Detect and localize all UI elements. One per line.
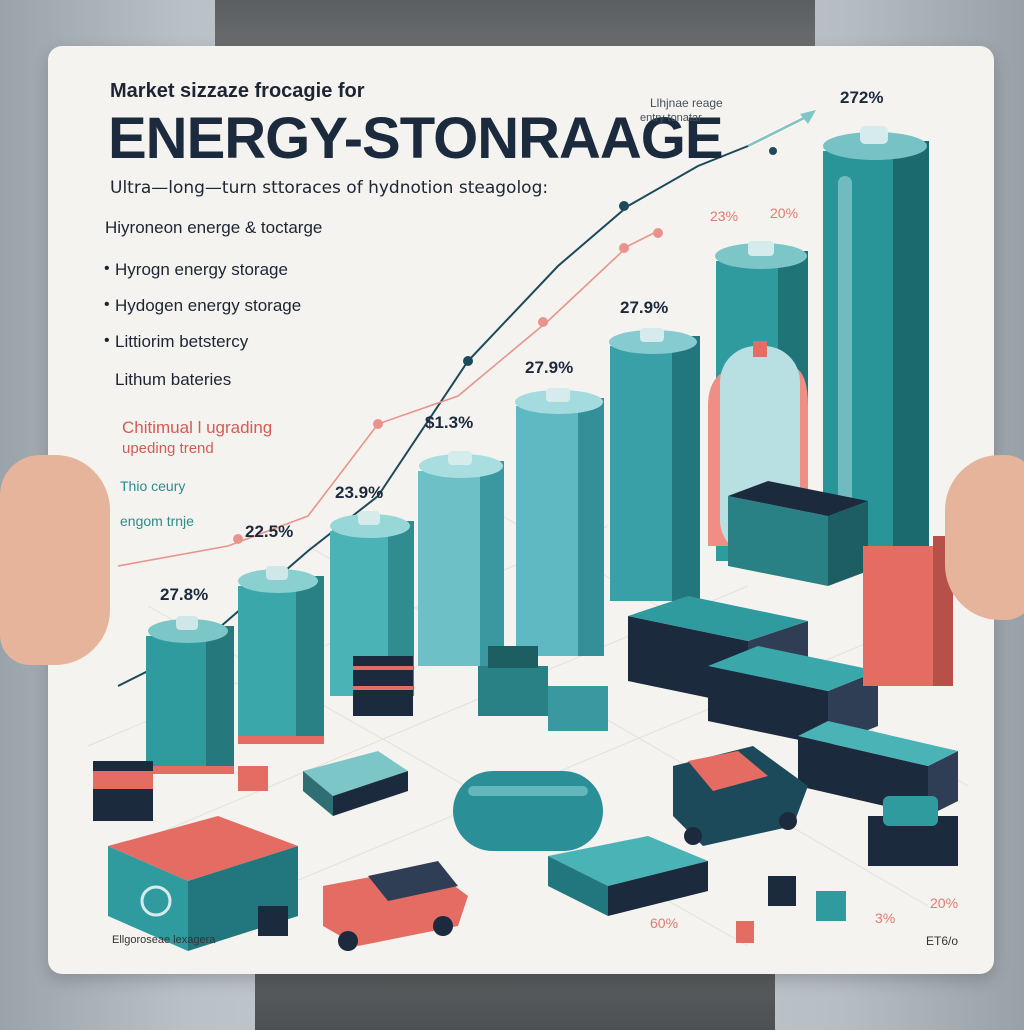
accent-label: 20% [770,205,799,221]
battery-6 [609,328,700,601]
small-cube-1 [353,656,413,716]
person-torso-lower [255,970,775,1030]
accent-label: 60% [650,915,679,931]
side-building [863,536,953,686]
heading-small: Market sizzaze frocagie for [110,80,365,102]
legend-label: entry tonatar [640,112,702,124]
trend-arrow [747,115,809,147]
percent-label: 22.5% [245,522,294,541]
bullet-item: Hyrogn energy storage [115,260,288,279]
trend-dots-navy [463,147,777,366]
battery-4 [418,451,504,666]
accent-label: 20% [930,895,959,911]
bullet-mark: • [104,260,110,277]
bullet-mark: • [104,296,110,313]
legend-label: Llhjnae reage [650,96,723,110]
trend-sublabel: upeding trend [122,440,214,457]
tagline: Ultra—long—turn sttoraces of hydnotion s… [110,178,549,198]
server-block-3 [708,646,878,746]
illustration-scene [87,110,969,951]
small-cube-3 [548,686,608,731]
note-label: Thio ceury [120,478,186,494]
percent-label: 27.9% [525,358,574,377]
accent-label: 23% [710,208,739,224]
vehicle-2 [673,746,808,846]
bullet-item: Lithum bateries [115,370,232,389]
percent-label: 27.9% [620,298,669,317]
percent-label: 272% [840,88,884,107]
percent-label: 27.8% [160,585,209,604]
note-label: engom trnje [120,513,194,529]
trend-dots-coral [233,228,663,544]
poster-title: ENERGY-STONRAAGE [108,106,724,171]
left-hand [0,455,110,665]
bullet-item: Littiorim betstercy [115,332,249,351]
battery-5 [515,388,604,656]
server-block-1 [728,481,868,586]
percent-label: $1.3% [425,413,474,432]
right-hand [945,455,1024,620]
battery-2 [238,566,324,744]
footer-right: ET6/o [926,934,959,948]
footer-left: Ellgoroseae lexagera [112,934,216,946]
accent-label: 3% [875,910,896,926]
battery-1 [146,616,234,774]
small-cube-2 [478,646,548,716]
solar-panel [548,836,708,916]
bullet-item: Hydogen energy storage [115,296,302,315]
bullet-mark: • [104,332,110,349]
robot-unit [868,796,958,866]
arrow-head [800,110,816,124]
panel-stack [303,751,408,816]
percent-label: 23.9% [335,483,384,502]
small-cube-4 [93,761,153,821]
trend-label: Chitimual l ugrading [122,418,273,437]
section-heading: Hiyroneon energe & toctarge [105,218,323,237]
mini-devices [238,766,846,943]
capsule-tank [453,771,603,851]
vehicle-1 [323,861,468,951]
